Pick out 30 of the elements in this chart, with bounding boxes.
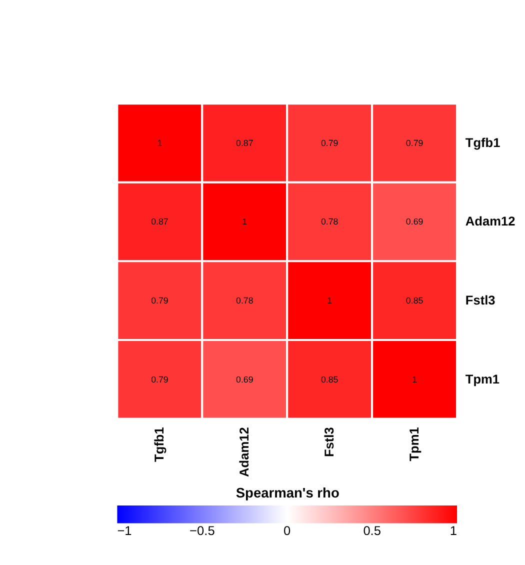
data-label: 0.79 [151,374,168,384]
data-label: 0.79 [320,138,338,148]
x-tick-label: Adam12 [236,427,252,477]
color-bar-title: Spearman's rho [236,486,340,501]
data-label: 0.79 [151,296,168,306]
color-bar-label: 0 [284,523,291,538]
y-tick-label: Adam12 [465,214,516,229]
data-label: 1 [157,138,162,148]
y-tick-label: Fstl3 [465,292,496,308]
data-label: 0.69 [406,216,424,227]
data-label: 0.78 [236,296,254,306]
data-label: 0.79 [406,138,424,148]
color-bar-label: 1 [450,523,458,538]
data-label: 0.87 [151,216,168,227]
data-label: 0.85 [320,374,338,384]
color-bar-label: 0.5 [363,523,381,538]
x-tick-label: Tpm1 [406,427,422,462]
data-label: 1 [242,216,248,227]
data-label: 0.87 [236,138,254,148]
data-label: 0.69 [236,374,254,384]
y-tick-label: Tgfb1 [465,134,500,150]
color-bar-label: −0.5 [190,523,215,538]
y-tick-label: Tpm1 [465,371,500,386]
data-label: 0.85 [406,296,424,306]
data-label: 1 [412,374,418,384]
data-label: 1 [327,296,332,306]
x-tick-label: Fstl3 [322,427,337,458]
data-label: 0.78 [320,216,338,227]
x-tick-label: Tgfb1 [152,427,167,462]
color-bar-label: −1 [117,523,132,538]
